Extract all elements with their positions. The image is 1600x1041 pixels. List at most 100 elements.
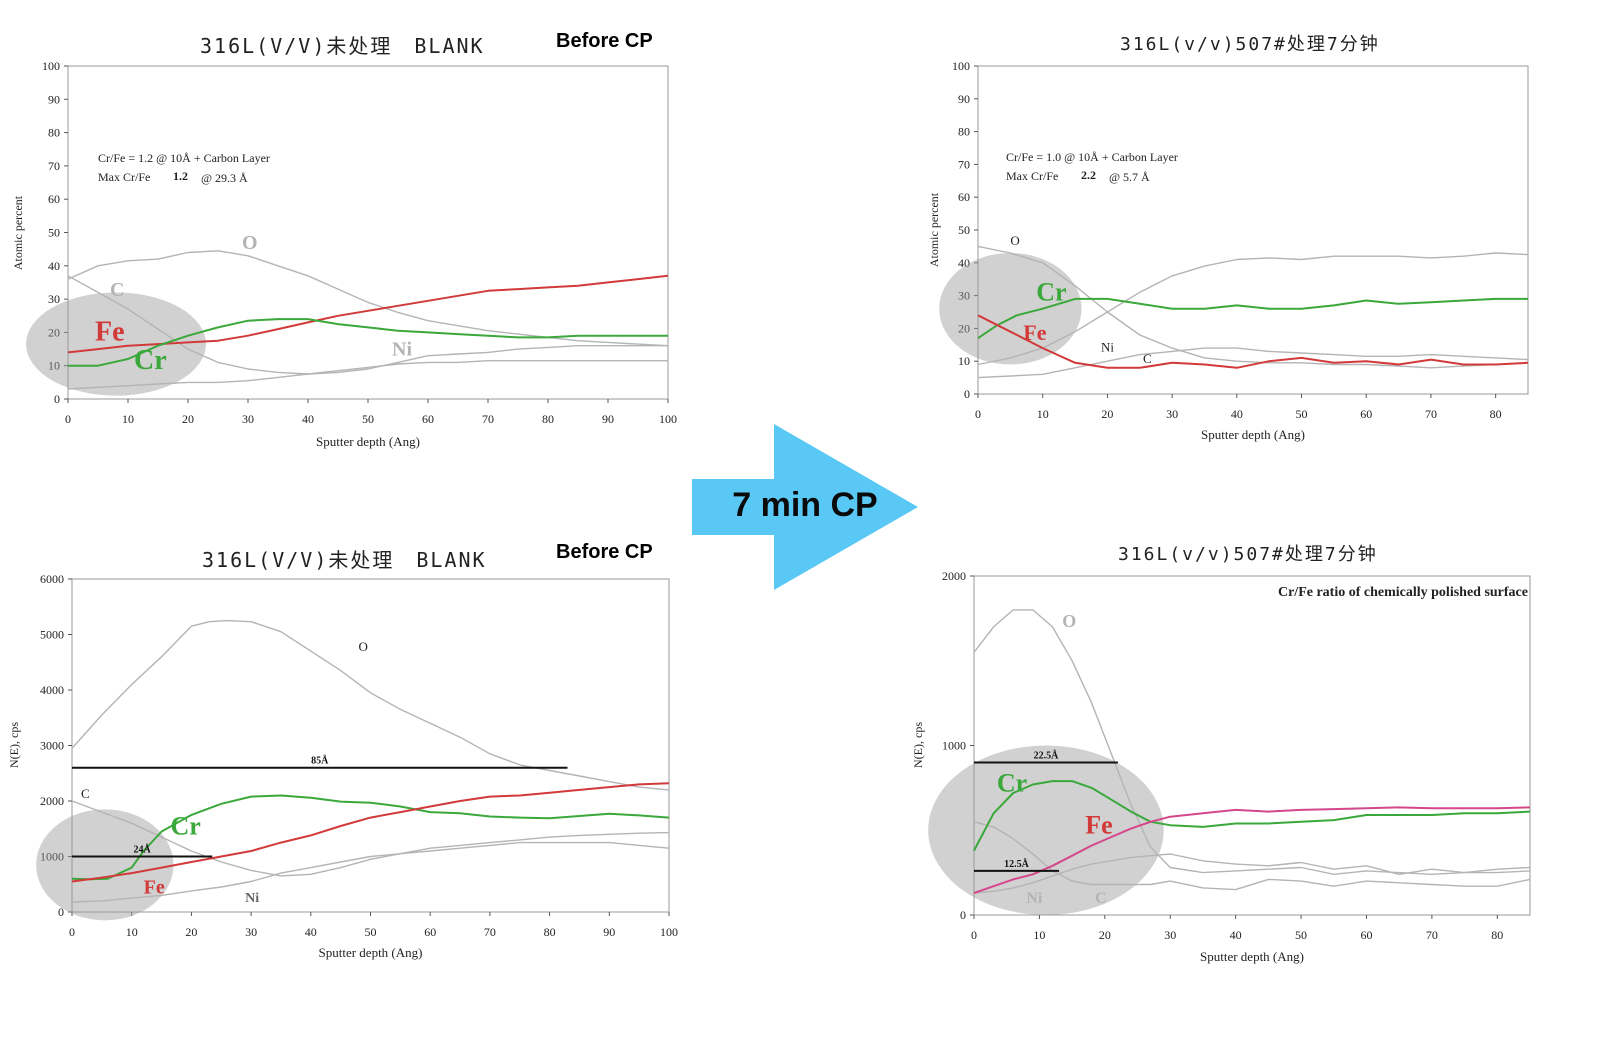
x-tick-label: 20 xyxy=(1101,407,1113,421)
x-axis-label: Sputter depth (Ang) xyxy=(316,434,420,449)
chart-br-plot: 0 10 20 30 40 50 60 70 80 0 1000 2000 Sputter depth … xyxy=(911,569,1531,964)
y-axis-label: N(E), cps xyxy=(7,722,21,768)
y-tick-label: 0 xyxy=(964,387,970,401)
y-tick-label: 100 xyxy=(42,59,60,73)
series-label: Ni xyxy=(1101,339,1114,354)
x-tick-label: 40 xyxy=(1230,928,1242,942)
x-axis-label: Sputter depth (Ang) xyxy=(319,945,423,960)
series-label: O xyxy=(242,232,258,254)
y-tick-label: 1000 xyxy=(942,739,966,753)
x-tick-label: 70 xyxy=(482,412,494,426)
x-tick-label: 40 xyxy=(1231,407,1243,421)
x-tick-label: 10 xyxy=(1037,407,1049,421)
x-tick-label: 10 xyxy=(126,925,138,939)
annotation-line: Max Cr/Fe xyxy=(98,170,150,184)
x-axis-label: Sputter depth (Ang) xyxy=(1201,427,1305,442)
y-tick-label: 6000 xyxy=(40,572,64,586)
before-cp-badge-bottom: Before CP xyxy=(556,541,653,563)
x-tick-label: 50 xyxy=(365,925,377,939)
x-tick-label: 30 xyxy=(1164,928,1176,942)
depth-bar-label: 22.5Å xyxy=(1034,749,1060,761)
x-tick-label: 40 xyxy=(305,925,317,939)
plot-frame xyxy=(67,65,669,400)
highlight-ellipse xyxy=(26,292,206,396)
series-line-c xyxy=(977,347,1529,379)
x-tick-label: 10 xyxy=(122,412,134,426)
series-label: Fe xyxy=(144,877,165,899)
series-line-o xyxy=(973,609,1531,875)
y-tick-label: 30 xyxy=(958,289,970,303)
x-tick-label: 40 xyxy=(302,412,314,426)
depth-bar-label: 85Å xyxy=(311,755,329,767)
y-tick-label: 100 xyxy=(952,59,970,73)
annotation-line: Max Cr/Fe xyxy=(1006,169,1058,183)
series-line-fe xyxy=(67,274,669,354)
x-tick-label: 10 xyxy=(1033,928,1045,942)
x-tick-label: 80 xyxy=(544,925,556,939)
series-line-ni xyxy=(973,853,1531,894)
y-tick-label: 10 xyxy=(48,359,60,373)
x-tick-label: 70 xyxy=(484,925,496,939)
series-label: Fe xyxy=(1085,811,1112,840)
series-label: C xyxy=(1143,351,1152,366)
x-tick-label: 100 xyxy=(659,412,677,426)
x-tick-label: 20 xyxy=(185,925,197,939)
series-label: Fe xyxy=(95,317,125,348)
series-line-ni xyxy=(71,841,670,903)
depth-bar-label: 24Å xyxy=(134,844,152,856)
series-label: O xyxy=(1062,611,1076,631)
series-line-c xyxy=(67,275,668,375)
x-tick-label: 50 xyxy=(362,412,374,426)
series-line-fe xyxy=(973,806,1531,894)
series-label: Cr xyxy=(171,811,201,840)
x-tick-label: 30 xyxy=(242,412,254,426)
chart-title-bl: 316L(V/V)未处理 BLANK xyxy=(202,548,487,572)
annotation-line: Cr/Fe = 1.2 @ 10Å + Carbon Layer xyxy=(98,151,270,165)
x-tick-label: 100 xyxy=(660,925,678,939)
series-line-c xyxy=(71,800,670,877)
series-line-o xyxy=(71,619,670,791)
right-arrow-icon xyxy=(692,424,918,590)
series-line-o xyxy=(977,245,1529,369)
y-axis-label: N(E), cps xyxy=(911,722,925,768)
x-tick-label: 0 xyxy=(975,407,981,421)
y-tick-label: 5000 xyxy=(40,628,64,642)
y-tick-label: 60 xyxy=(48,192,60,206)
series-line-c xyxy=(973,821,1531,891)
annotation-line: @ 5.7 Å xyxy=(1109,170,1150,184)
arrow-label: 7 min CP xyxy=(732,486,878,524)
series-line-ni xyxy=(67,360,668,390)
series-label: Fe xyxy=(1023,320,1046,345)
series-line-o xyxy=(67,250,669,347)
x-tick-label: 20 xyxy=(1099,928,1111,942)
x-tick-label: 20 xyxy=(182,412,194,426)
chart-tr-plot: 0 10 20 30 40 50 60 70 80 0 10 20 30 40 50 60 70 80 90 100 S… xyxy=(927,59,1529,442)
y-axis-label: Atomic percent xyxy=(927,192,941,267)
series-label: Ni xyxy=(1026,890,1043,907)
series-line-fe xyxy=(977,314,1529,369)
y-tick-label: 4000 xyxy=(40,683,64,697)
depth-bar-label: 12.5Å xyxy=(1004,858,1030,870)
x-tick-label: 50 xyxy=(1295,928,1307,942)
y-tick-label: 2000 xyxy=(40,794,64,808)
chart-bl-plot: 0 10 20 30 40 50 60 70 80 90 100010002000300040005… xyxy=(7,572,678,960)
series-label: Cr xyxy=(997,768,1027,797)
plot-frame xyxy=(977,65,1529,395)
series-label: C xyxy=(81,786,90,801)
y-tick-label: 40 xyxy=(48,259,60,273)
y-tick-label: 50 xyxy=(958,223,970,237)
y-tick-label: 30 xyxy=(48,292,60,306)
chart-title-br: 316L(v/v)507#处理7分钟 xyxy=(1118,544,1378,565)
x-tick-label: 80 xyxy=(1490,407,1502,421)
chart-tl-plot: 0 10 20 30 40 50 60 70 80 90 100 0 10 20 30 40 50 60 70 80 9… xyxy=(11,59,677,449)
x-tick-label: 50 xyxy=(1296,407,1308,421)
x-tick-label: 80 xyxy=(542,412,554,426)
x-axis-label: Sputter depth (Ang) xyxy=(1200,949,1304,964)
y-tick-label: 3000 xyxy=(40,739,64,753)
chart-title-tl: 316L(V/V)未处理 BLANK xyxy=(200,34,485,58)
annotation-value: 1.2 xyxy=(173,169,188,183)
highlight-ellipse xyxy=(928,745,1164,915)
y-tick-label: 10 xyxy=(958,354,970,368)
chart-inner-title: Cr/Fe ratio of chemically polished surfa… xyxy=(1278,585,1528,600)
highlight-ellipse xyxy=(939,252,1082,365)
